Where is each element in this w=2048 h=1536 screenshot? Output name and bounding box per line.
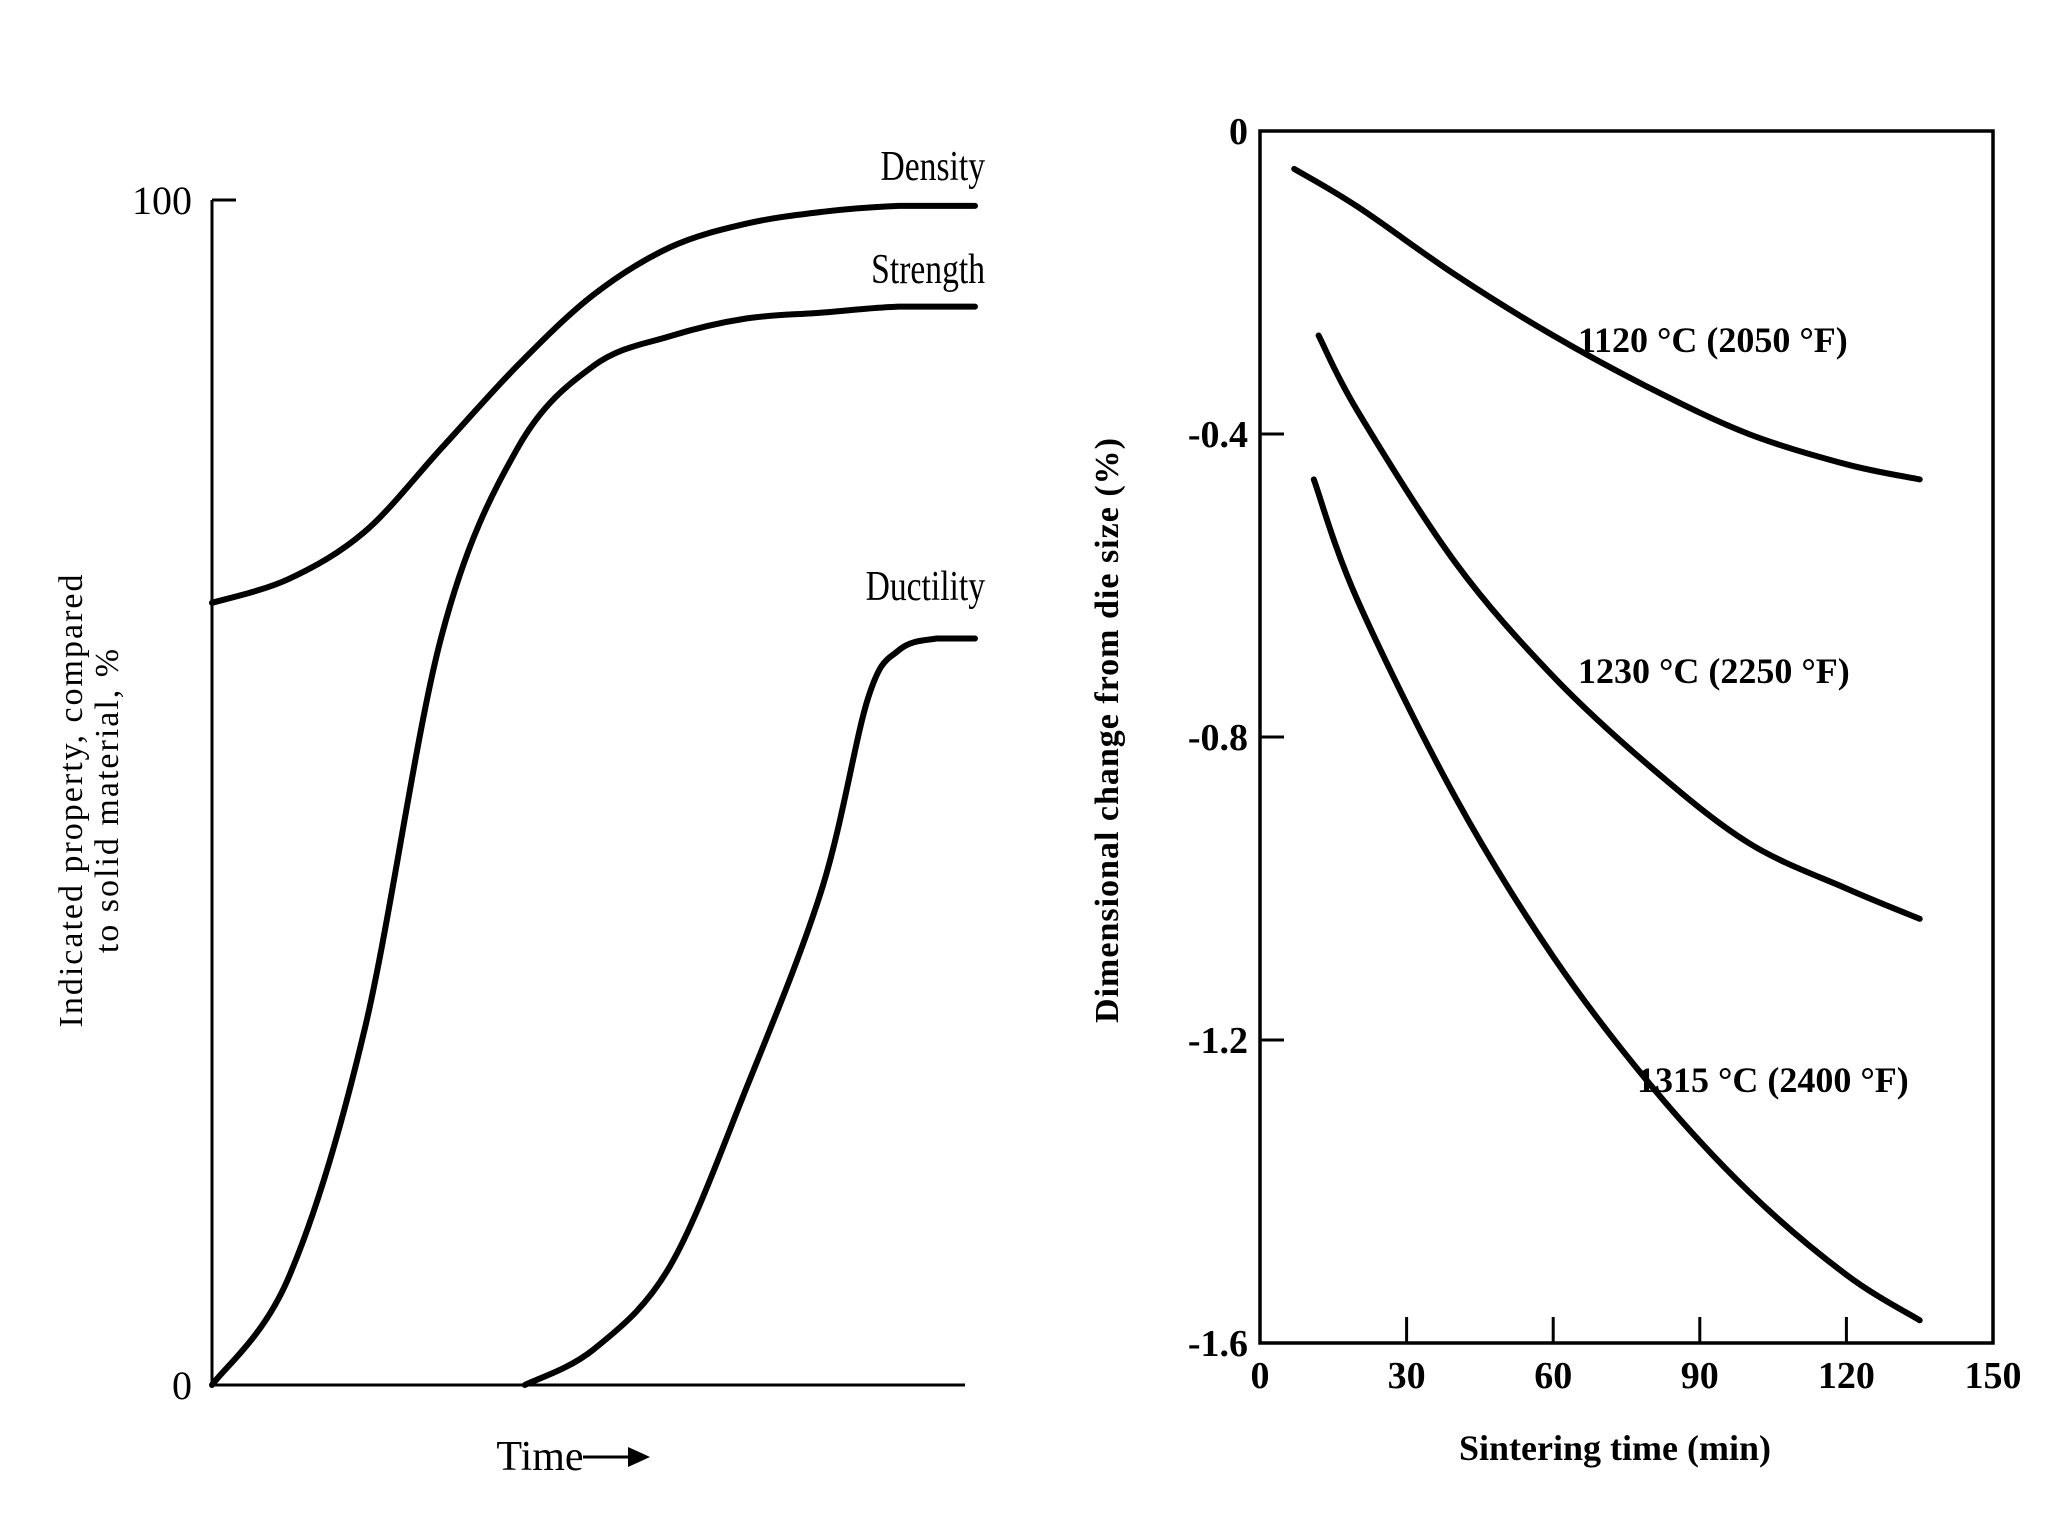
arrow-right-icon [583, 1447, 650, 1467]
series-label-density: Density [881, 144, 985, 190]
series-label-2: 1230 °C (2250 °F) [1578, 651, 1850, 691]
right-xtick-label-0: 0 [1251, 1355, 1270, 1397]
series-line-strength [209, 303, 978, 1388]
right-xtick-label-90: 90 [1681, 1355, 1719, 1397]
right-ytick-label--1.6: -1.6 [1188, 1323, 1248, 1365]
left-x-axis-label: Time [496, 1434, 583, 1480]
right-chart: 0 30 60 90 120 150 0 -0.4 -0.8 -1.2 -1.6 1120 °C (… [1089, 111, 2022, 1468]
series-label-strength: Strength [871, 247, 985, 293]
right-xtick-label-30: 30 [1388, 1355, 1426, 1397]
right-ytick-label--1.2: -1.2 [1188, 1020, 1248, 1062]
series-line-2 [1315, 332, 1923, 922]
series-label-1: 1120 °C (2050 °F) [1578, 320, 1848, 360]
series-line-1 [1291, 165, 1923, 483]
right-xtick-label-150: 150 [1965, 1355, 2022, 1397]
series-line-3 [1310, 476, 1923, 1324]
right-ytick-label--0.8: -0.8 [1188, 717, 1248, 759]
series-label-3: 1315 °C (2400 °F) [1637, 1060, 1909, 1100]
left-ytick-label-0: 0 [172, 1363, 192, 1408]
right-y-axis-label: Dimensional change from die size (%) [1089, 437, 1126, 1023]
right-plot-frame [1258, 129, 1995, 1345]
right-series-group: 1120 °C (2050 °F) 1230 °C (2250 °F) 1315 °… [1291, 165, 1923, 1324]
left-series-group: Density Strength Ductility [209, 144, 985, 1388]
left-ytick-label-100: 100 [132, 178, 192, 223]
right-ytick-label--0.4: -0.4 [1188, 414, 1248, 456]
left-ylabel-line1: Indicated property, compared [53, 572, 90, 1027]
series-label-ductility: Ductility [866, 564, 985, 610]
right-ticks-group: 0 30 60 90 120 150 0 -0.4 -0.8 -1.2 -1.6 [1188, 111, 2022, 1397]
right-ytick-label-0: 0 [1229, 111, 1248, 153]
series-line-ductility [521, 635, 978, 1388]
right-x-axis-label: Sintering time (min) [1459, 1428, 1771, 1468]
left-ylabel-line2: to solid material, % [89, 647, 126, 953]
left-chart: 100 0 Indicated property, compared to so… [53, 144, 985, 1480]
right-xtick-label-120: 120 [1818, 1355, 1875, 1397]
right-xtick-label-60: 60 [1534, 1355, 1572, 1397]
left-y-axis-label: Indicated property, compared to solid ma… [53, 572, 126, 1027]
series-line-density [209, 202, 978, 606]
